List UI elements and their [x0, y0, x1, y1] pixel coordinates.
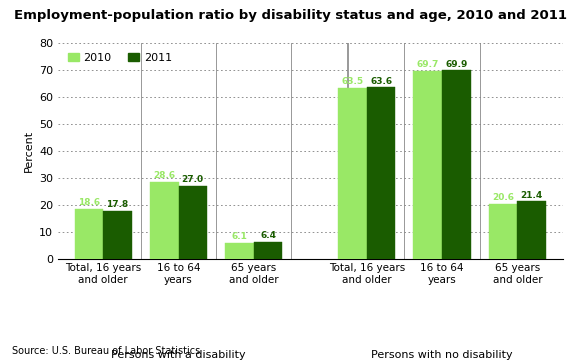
Text: 63.5: 63.5 [342, 77, 364, 86]
Text: 69.9: 69.9 [445, 59, 467, 68]
Text: 20.6: 20.6 [492, 193, 514, 202]
Bar [225, 243, 254, 259]
Bar [103, 211, 132, 259]
Bar [150, 182, 179, 259]
Bar [442, 71, 471, 259]
Text: Employment-population ratio by disability status and age, 2010 and 2011: Employment-population ratio by disabilit… [13, 9, 567, 22]
Bar [414, 71, 442, 259]
Text: 28.6: 28.6 [153, 171, 175, 180]
Bar [254, 242, 282, 259]
Text: 6.1: 6.1 [231, 232, 248, 241]
Bar [367, 87, 396, 259]
Legend: 2010, 2011: 2010, 2011 [64, 49, 176, 68]
Bar [489, 203, 517, 259]
Text: 18.6: 18.6 [78, 198, 100, 207]
Text: 69.7: 69.7 [416, 60, 439, 69]
Bar [179, 186, 207, 259]
Bar [338, 88, 367, 259]
Text: Source: U.S. Bureau of Labor Statistics: Source: U.S. Bureau of Labor Statistics [12, 346, 200, 356]
Y-axis label: Percent: Percent [23, 130, 34, 172]
Text: 27.0: 27.0 [182, 175, 204, 184]
Text: 6.4: 6.4 [260, 231, 276, 240]
Bar [75, 209, 103, 259]
Text: 63.6: 63.6 [370, 77, 392, 86]
Text: 21.4: 21.4 [521, 190, 543, 199]
Text: Persons with a disability: Persons with a disability [111, 350, 246, 360]
Bar [517, 201, 546, 259]
Text: Persons with no disability: Persons with no disability [371, 350, 513, 360]
Text: 17.8: 17.8 [106, 200, 129, 209]
